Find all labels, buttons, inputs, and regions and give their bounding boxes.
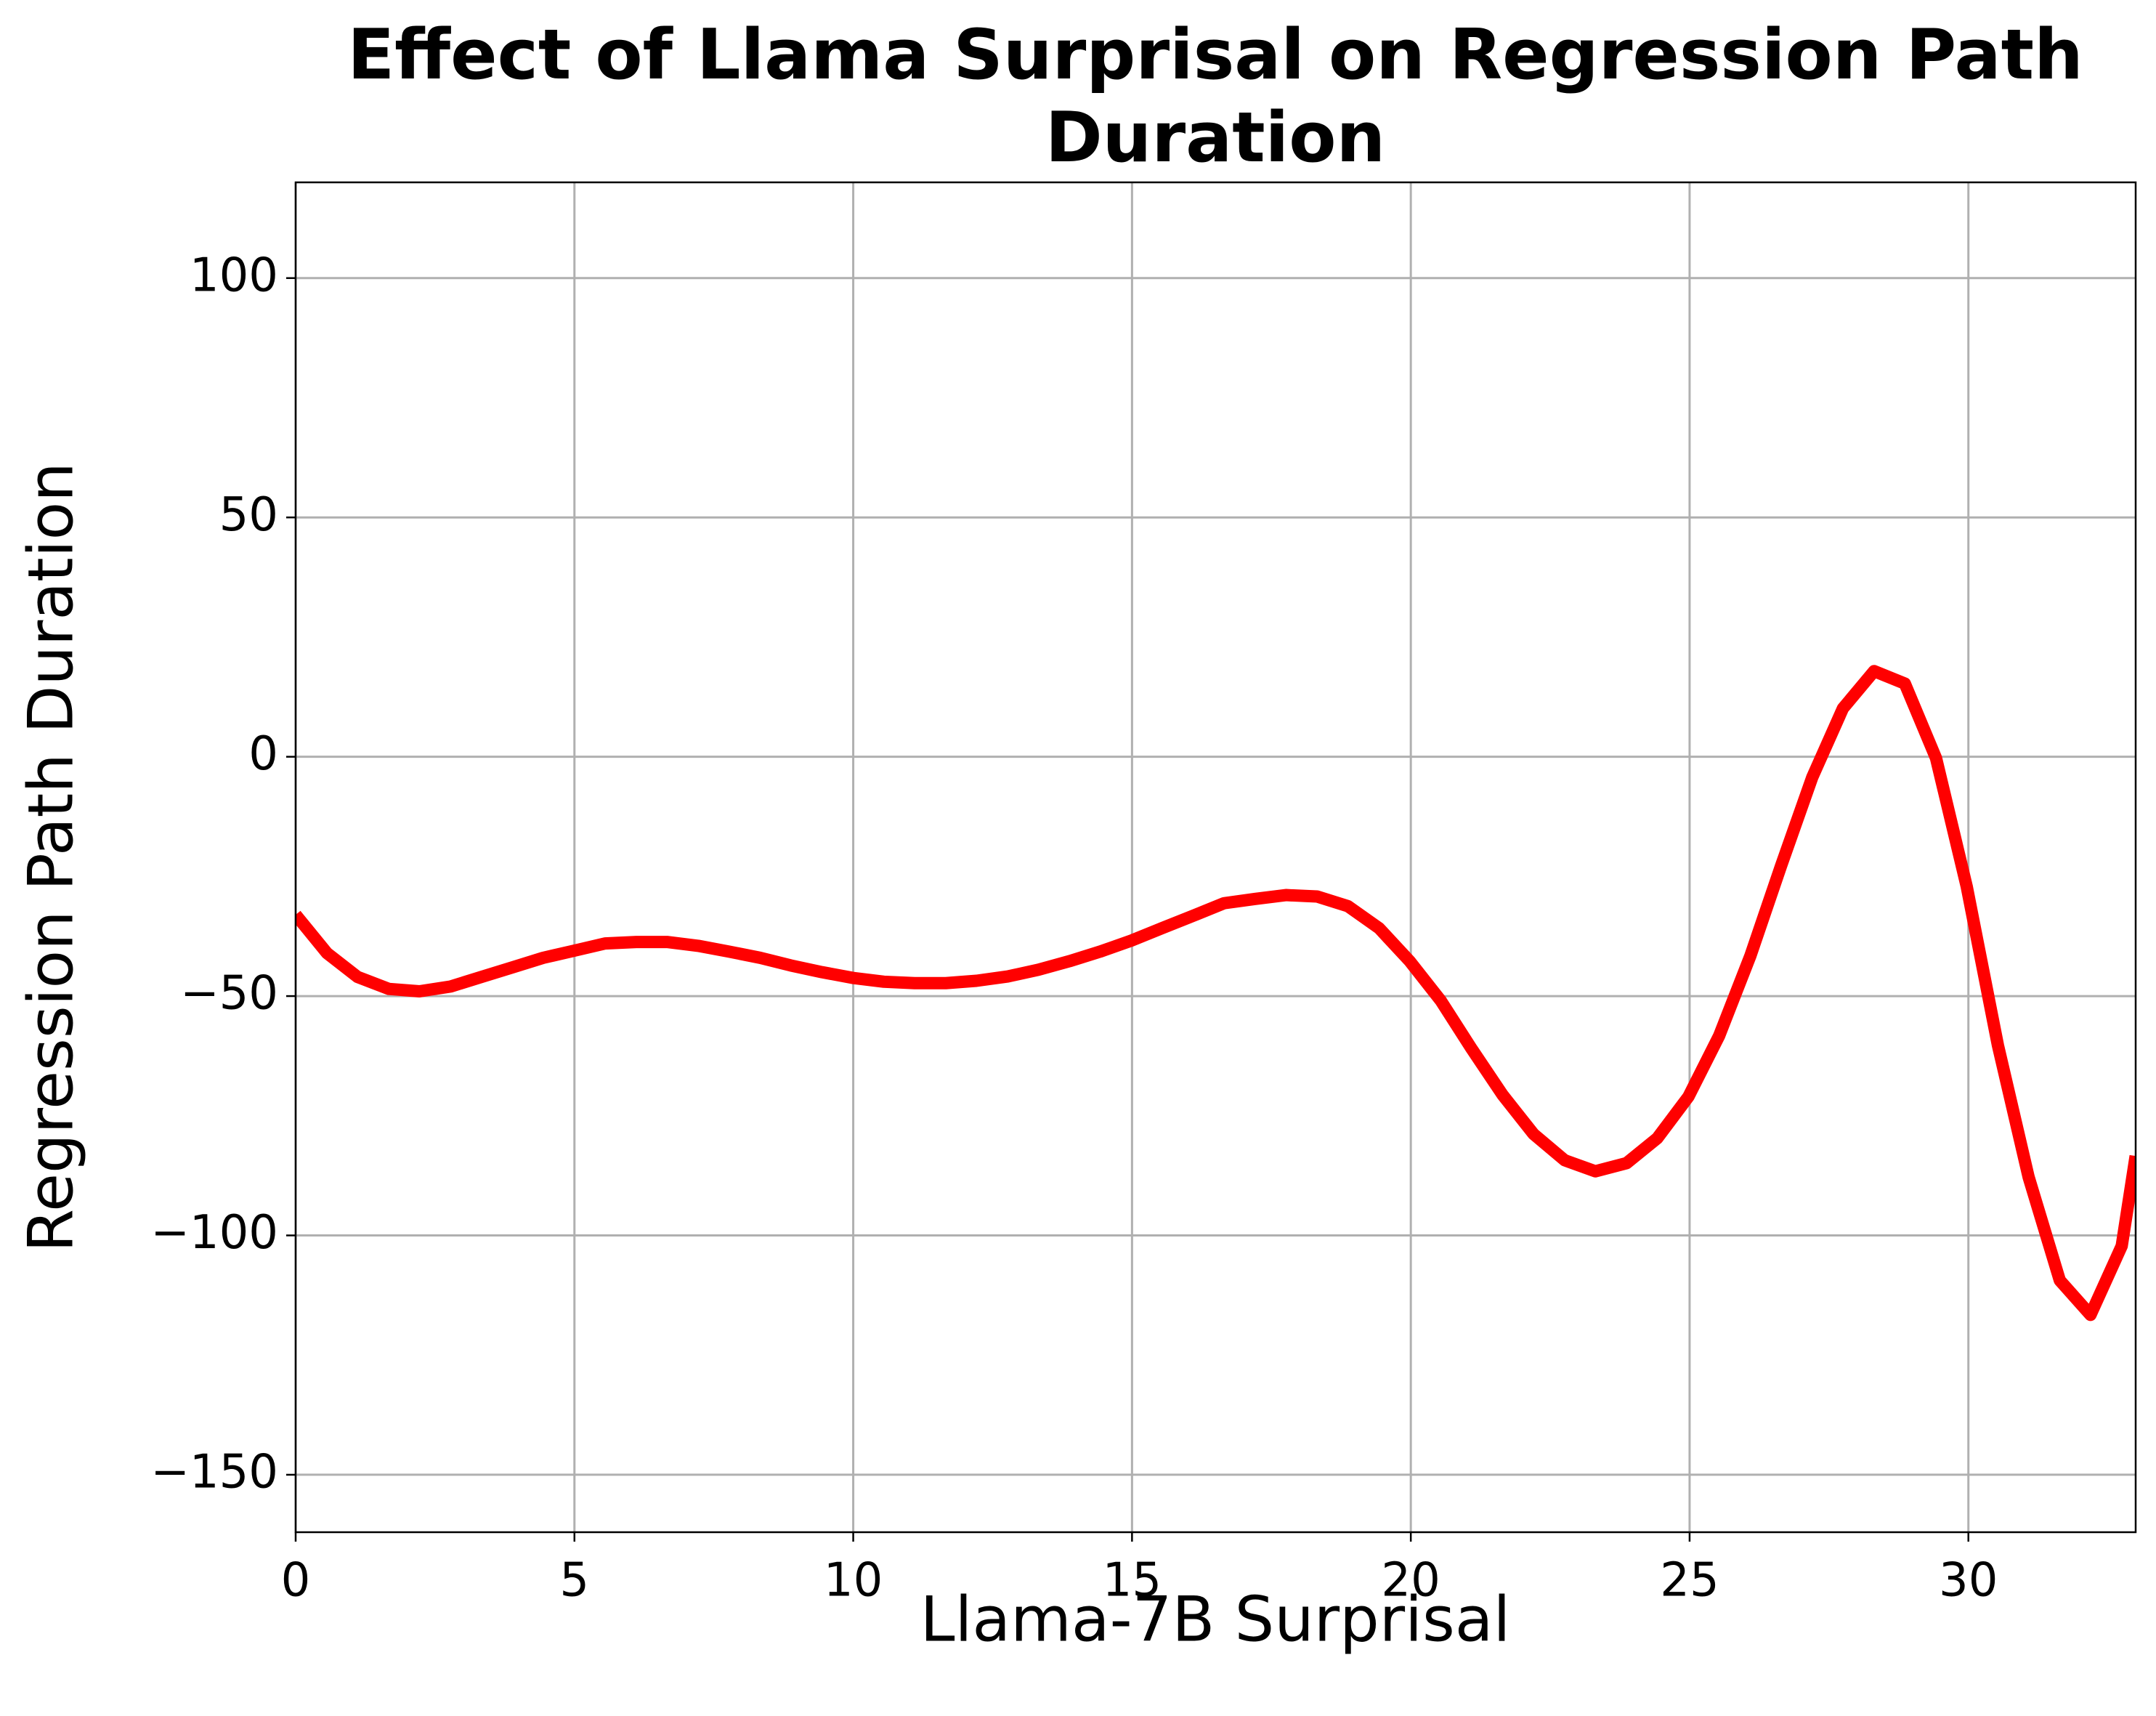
- x-tick-label: 15: [1103, 1554, 1162, 1608]
- y-tick-label: −50: [180, 967, 278, 1021]
- x-tick-label: 0: [281, 1554, 311, 1608]
- chart-title: Effect of Llama Surprisal on Regression …: [347, 15, 2083, 178]
- x-tick-label: 10: [824, 1554, 883, 1608]
- grid: [294, 182, 2136, 1532]
- x-tick-label: 20: [1381, 1554, 1440, 1608]
- plot-area: [296, 665, 2136, 1322]
- x-tick-label: 30: [1939, 1554, 1998, 1608]
- data-line: [296, 665, 2136, 1322]
- ticks: 0 5 10 15 20 25 30 −150 −100 −50 0 50 100: [150, 248, 1998, 1607]
- y-tick-label: −100: [150, 1206, 278, 1260]
- y-tick-label: 0: [248, 727, 278, 781]
- x-tick-label: 25: [1660, 1554, 1719, 1608]
- x-axis-label: Llama-7B Surprisal: [920, 1583, 1511, 1656]
- y-tick-label: 50: [219, 488, 278, 542]
- y-tick-label: 100: [190, 248, 278, 302]
- y-axis-label: Regression Path Duration: [15, 462, 87, 1252]
- y-tick-label: −150: [150, 1446, 278, 1500]
- axes-frame: [294, 181, 2137, 1534]
- x-tick-label: 5: [559, 1554, 589, 1608]
